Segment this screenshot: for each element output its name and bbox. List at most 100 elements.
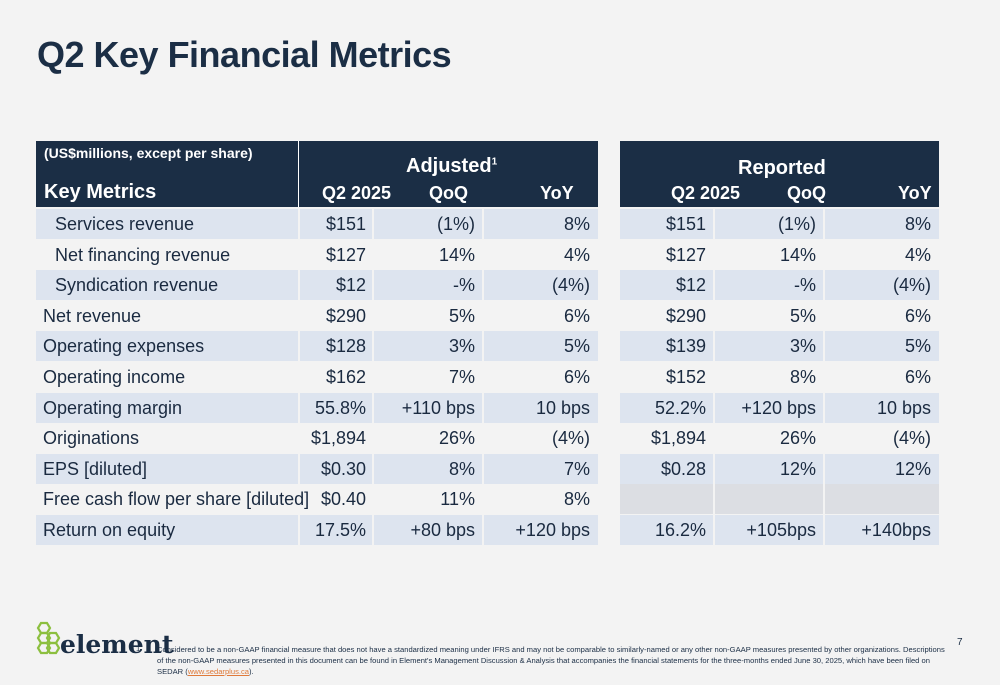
row-label: Free cash flow per share [diluted]: [43, 489, 310, 509]
row-background: [715, 331, 823, 361]
row-background: [300, 515, 372, 545]
rep-col-qoq: QoQ: [787, 183, 826, 203]
row-background: [825, 454, 939, 484]
row-label: Net financing revenue: [55, 245, 231, 265]
adj-col-q2: Q2 2025: [322, 183, 392, 203]
reported-value: 5%: [789, 306, 816, 326]
reported-value: 6%: [904, 306, 931, 326]
adjusted-value: 8%: [563, 489, 590, 509]
adjusted-value: 3%: [448, 336, 475, 356]
adjusted-value: -%: [453, 275, 475, 295]
adj-col-yoy: YoY: [540, 183, 574, 203]
row-background: [620, 331, 713, 361]
row-background: [36, 270, 298, 300]
reported-value: $0.28: [660, 459, 706, 479]
reported-value: $152: [665, 367, 706, 387]
adjusted-value: 55.8%: [314, 398, 366, 418]
adjusted-value: 5%: [448, 306, 475, 326]
footnote-body: Considered to be a non-GAAP financial me…: [157, 645, 945, 676]
adjusted-value: $0.30: [320, 459, 366, 479]
reported-heading: Reported: [738, 157, 826, 179]
adjusted-value: 4%: [563, 245, 590, 265]
reported-value: 5%: [904, 336, 931, 356]
row-background: [36, 331, 298, 361]
unit-note: (US$millions, except per share): [44, 145, 253, 161]
reported-value: +120 bps: [741, 398, 816, 418]
adjusted-value: $151: [325, 214, 366, 234]
reported-value: (4%): [892, 428, 931, 448]
adjusted-value: $0.40: [320, 489, 366, 509]
reported-value: 12%: [779, 459, 816, 479]
row-background: [36, 209, 298, 239]
row-background: [825, 209, 939, 239]
page-title: Q2 Key Financial Metrics: [37, 34, 452, 75]
row-background: [484, 270, 598, 300]
row-background: [620, 209, 713, 239]
row-label: Operating margin: [43, 398, 183, 418]
reported-value: 52.2%: [654, 398, 706, 418]
row-background: [825, 270, 939, 300]
adjusted-value: 10 bps: [535, 398, 590, 418]
row-background: [825, 393, 939, 423]
row-background: [715, 515, 823, 545]
adjusted-value: (4%): [551, 275, 590, 295]
adjusted-value: 14%: [438, 245, 475, 265]
adjusted-heading: Adjusted1: [406, 155, 497, 178]
sedar-link[interactable]: www.sedarplus.ca: [187, 667, 250, 676]
reported-value: [606, 484, 706, 514]
adjusted-value: +110 bps: [401, 398, 475, 418]
footnote-end: ).: [249, 667, 254, 676]
reported-value: 6%: [904, 367, 931, 387]
reported-value: $1,894: [650, 428, 706, 448]
reported-value: 8%: [789, 367, 816, 387]
reported-value: 10 bps: [876, 398, 931, 418]
reported-header: Reported Q2 2025 QoQ YoY: [620, 141, 939, 207]
row-background: [484, 515, 598, 545]
row-background: [825, 484, 939, 514]
reported-value: 4%: [904, 245, 931, 265]
reported-value: [716, 484, 816, 514]
row-label: Syndication revenue: [55, 275, 219, 295]
adjusted-value: +120 bps: [515, 520, 590, 540]
rep-col-q2: Q2 2025: [671, 183, 741, 203]
adjusted-value: 26%: [438, 428, 475, 448]
row-background: [36, 393, 298, 423]
adj-col-qoq: QoQ: [429, 183, 468, 203]
row-background: [374, 209, 482, 239]
row-background: [36, 515, 298, 545]
row-background: [825, 515, 939, 545]
row-background: [484, 454, 598, 484]
row-label: Operating income: [43, 367, 186, 387]
row-background: [300, 393, 372, 423]
footnote-text: Considered to be a non-GAAP financial me…: [157, 644, 947, 677]
row-background: [484, 331, 598, 361]
row-background: [374, 393, 482, 423]
reported-value: $151: [665, 214, 706, 234]
reported-value: (4%): [892, 275, 931, 295]
reported-value: [831, 484, 931, 514]
rep-col-yoy: YoY: [898, 183, 932, 203]
element-logo: [33, 621, 133, 665]
row-background: [620, 484, 713, 514]
key-metrics-heading: Key Metrics: [44, 181, 157, 203]
row-background: [715, 454, 823, 484]
row-label: Operating expenses: [43, 336, 205, 356]
row-background: [374, 515, 482, 545]
adjusted-value: $128: [325, 336, 366, 356]
footnote-number: 1.: [136, 644, 143, 653]
adjusted-header: (US$millions, except per share) Key Metr…: [36, 141, 598, 207]
logo-wordmark: element: [60, 630, 174, 659]
adjusted-value: 7%: [563, 459, 590, 479]
reported-value: 14%: [779, 245, 816, 265]
row-background: [715, 209, 823, 239]
row-background: [484, 393, 598, 423]
row-background: [715, 270, 823, 300]
adjusted-value: 8%: [563, 214, 590, 234]
adjusted-value: 8%: [448, 459, 475, 479]
reported-value: (1%): [777, 214, 816, 234]
adjusted-value: $290: [325, 306, 366, 326]
row-label: EPS [diluted]: [43, 459, 148, 479]
reported-value: 26%: [779, 428, 816, 448]
hexagon-logo-icon: [36, 621, 61, 655]
page-number: 7: [957, 637, 963, 648]
